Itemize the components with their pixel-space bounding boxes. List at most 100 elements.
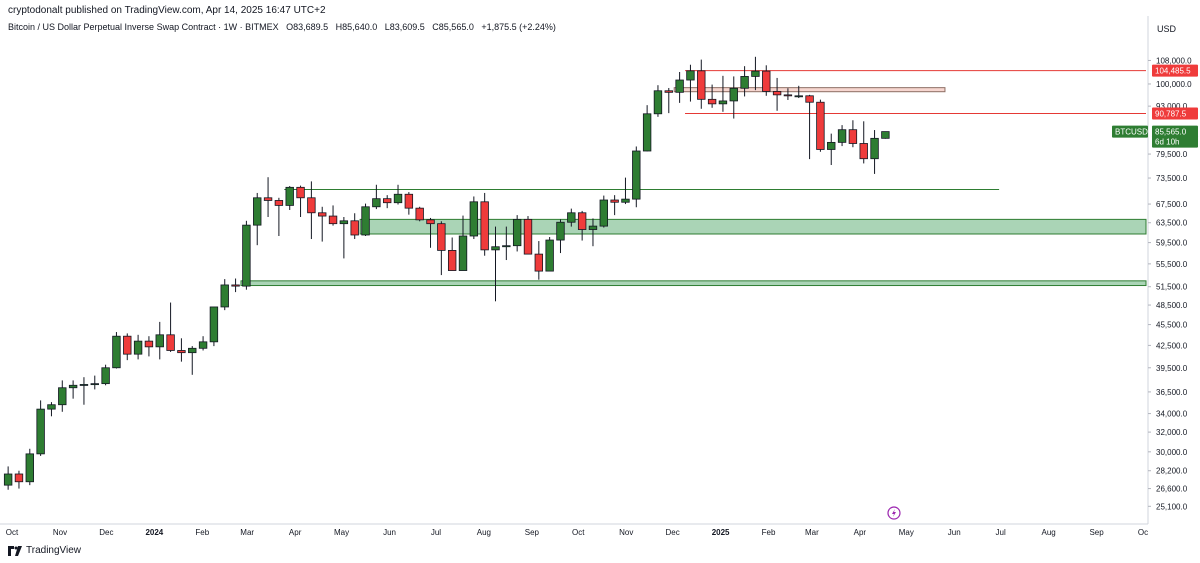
ohlc-low: L83,609.5 [384, 22, 425, 32]
candle-down [577, 212, 587, 230]
x-tick-label: May [334, 528, 349, 537]
candle-down [415, 207, 424, 221]
candle-up [751, 70, 760, 77]
y-tick-label: 30,000.0 [1156, 448, 1188, 457]
brand-name: TradingView [26, 545, 82, 556]
candle-up [188, 347, 197, 354]
lightning-icon [887, 506, 901, 520]
candle-down [263, 197, 273, 201]
candle-up [155, 334, 164, 348]
candle-down [437, 223, 446, 251]
x-tick-label: Jul [996, 528, 1006, 537]
candle-up [740, 76, 749, 89]
candle-up [372, 198, 381, 208]
candle-up [653, 90, 663, 115]
candle-up [79, 384, 89, 386]
candle-down [177, 350, 186, 354]
candle-up [101, 367, 110, 385]
candle-up [827, 141, 836, 150]
y-tick-label: 93,000.0 [1156, 102, 1188, 111]
x-tick-label: Jul [431, 528, 441, 537]
candle-down [318, 212, 327, 217]
candle-down [848, 129, 858, 144]
y-tick-label: 42,500.0 [1156, 341, 1188, 350]
candle-down [783, 94, 793, 97]
candle-up [253, 197, 262, 226]
candle-up [729, 87, 738, 102]
y-tick-label: 55,500.0 [1156, 260, 1188, 269]
ohlc-high: H85,640.0 [335, 22, 378, 32]
candle-down [350, 220, 359, 236]
candle-up [502, 245, 511, 248]
candle-up [198, 341, 208, 349]
y-tick-label: 51,500.0 [1156, 283, 1188, 292]
x-tick-label: Feb [762, 528, 776, 537]
candle-up [870, 137, 879, 160]
y-tick-label: 79,500.0 [1156, 150, 1188, 159]
candle-down [274, 200, 284, 206]
y-tick-label: 45,500.0 [1156, 321, 1188, 330]
candle-up [112, 335, 121, 369]
candle-down [664, 90, 673, 93]
candle-up [242, 224, 251, 287]
ohlc-open: O83,689.5 [286, 22, 329, 32]
last-price-label: 85,565.0 [1155, 128, 1187, 137]
bar-countdown-label: 6d 10h [1155, 138, 1179, 147]
candle-up [512, 218, 522, 247]
candle-down [707, 98, 717, 105]
candle-up [339, 220, 349, 225]
candle-down [231, 284, 240, 287]
candle-up [491, 246, 500, 251]
resistance-zone [673, 87, 946, 93]
y-tick-label: 28,200.0 [1156, 467, 1188, 476]
candle-down [816, 101, 825, 150]
candle-up [58, 387, 67, 406]
y-tick-label: 108,000.0 [1156, 56, 1192, 65]
candle-up [361, 206, 370, 236]
candle-up [393, 193, 403, 204]
publish-info: cryptodonalt published on TradingView.co… [8, 5, 326, 16]
candle-down [772, 90, 782, 96]
candle-up [220, 284, 229, 308]
candle-down [523, 218, 533, 255]
last-price-label-bg [1152, 125, 1198, 138]
symbol-legend: Bitcoin / US Dollar Perpetual Inverse Sw… [8, 22, 561, 32]
candle-down [697, 70, 706, 100]
candle-down [404, 193, 414, 209]
y-tick-label: 100,000.0 [1156, 80, 1192, 89]
candle-up [68, 384, 78, 389]
ohlc-close: C85,565.0 [432, 22, 474, 32]
y-tick-label: 73,500.0 [1156, 174, 1188, 183]
x-tick-label: Sep [1089, 528, 1104, 537]
candle-up [47, 404, 56, 410]
candle-up [133, 340, 143, 355]
x-tick-label: Nov [53, 528, 67, 537]
candle-up [36, 408, 45, 455]
price-label-104485: 104,485.5 [1155, 67, 1191, 76]
candle-down [307, 197, 316, 214]
y-tick-label: 39,500.0 [1156, 364, 1188, 373]
candle-down [383, 198, 392, 204]
lightning-bolt [891, 509, 896, 517]
x-tick-label: Dec [99, 528, 113, 537]
candle-down [144, 340, 154, 348]
candle-down [480, 201, 489, 251]
candle-up [599, 199, 608, 227]
candle-up [621, 198, 630, 203]
candle-down [123, 335, 132, 355]
x-tick-label: Aug [477, 528, 491, 537]
candle-down [534, 253, 544, 272]
candle-up [458, 235, 468, 271]
x-tick-label: Sep [525, 528, 540, 537]
y-tick-label: 48,500.0 [1156, 301, 1188, 310]
candle-down [447, 250, 457, 271]
x-tick-label: Oc [1138, 528, 1148, 537]
x-tick-label: Jun [383, 528, 396, 537]
y-tick-label: 67,500.0 [1156, 200, 1188, 209]
x-tick-label: 2024 [145, 528, 163, 537]
x-tick-label: Mar [805, 528, 819, 537]
price-label-90787-bg [1152, 107, 1198, 120]
candle-up [25, 453, 34, 483]
symbol-title[interactable]: Bitcoin / US Dollar Perpetual Inverse Sw… [8, 22, 279, 32]
